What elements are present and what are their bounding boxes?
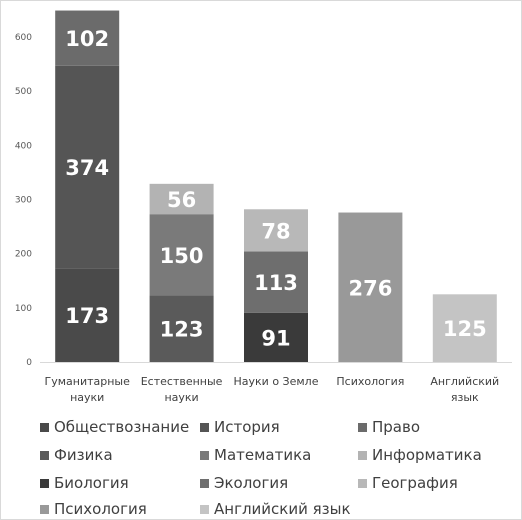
category-label: науки: [164, 391, 198, 404]
bar-segment: [149, 214, 214, 296]
bar-segment: [149, 295, 214, 362]
category-label: Естественные: [141, 375, 223, 388]
data-label: 123: [160, 318, 204, 342]
y-tick-label: 300: [15, 196, 32, 206]
data-label: 125: [443, 317, 487, 341]
bar-segment: [432, 294, 497, 362]
data-label: 102: [65, 27, 109, 51]
data-label: 150: [160, 244, 204, 268]
bar-segment: [338, 212, 403, 362]
category-label: Английский: [430, 375, 499, 388]
y-tick-label: 200: [15, 250, 32, 260]
category-label: язык: [451, 391, 479, 404]
y-tick-label: 400: [15, 141, 32, 151]
bar-segment: [244, 251, 308, 313]
category-label: Гуманитарные: [45, 375, 131, 388]
data-label: 113: [254, 271, 298, 295]
bar-segment: [55, 268, 120, 362]
data-label: 173: [65, 304, 109, 328]
bar-segment: [244, 312, 308, 362]
data-label: 91: [261, 326, 290, 350]
category-label: Психология: [336, 375, 404, 388]
data-label: 56: [167, 188, 196, 212]
bar-segment: [244, 209, 308, 252]
y-tick-label: 0: [26, 358, 32, 368]
bar-segment: [55, 10, 120, 66]
category-label: науки: [70, 391, 104, 404]
data-label: 374: [65, 156, 109, 180]
data-label: 78: [261, 219, 290, 243]
y-tick-label: 500: [15, 87, 32, 97]
data-label: 276: [348, 276, 392, 300]
bar-segment: [55, 65, 120, 269]
bar-segment: [149, 183, 214, 215]
y-tick-label: 100: [15, 304, 32, 314]
y-tick-label: 600: [15, 33, 32, 43]
category-label: Науки о Земле: [234, 375, 319, 388]
